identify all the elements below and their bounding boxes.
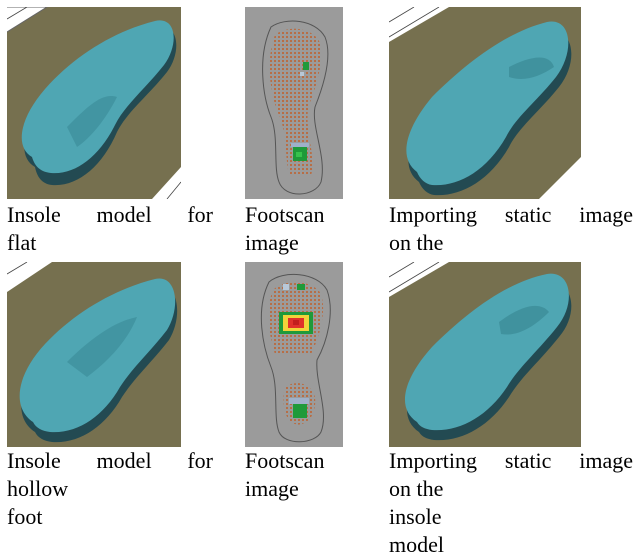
caption-line1: Insole model for <box>7 202 213 227</box>
caption-line1: Footscan <box>245 202 325 227</box>
footscan-pressure-map <box>245 7 343 199</box>
caption-line2: on the insole model <box>389 476 444 557</box>
caption-line1: Footscan <box>245 448 325 473</box>
caption-line2: image <box>245 230 299 255</box>
insole-with-scan-render <box>389 262 581 447</box>
insole-3d-render <box>7 262 181 447</box>
caption-line1: Insole model for <box>7 448 213 473</box>
caption-line2: image <box>245 476 299 501</box>
caption-line1: Importing static image <box>389 202 633 227</box>
caption-line2: hollow foot <box>7 476 69 529</box>
insole-3d-render <box>7 7 181 199</box>
insole-with-scan-render <box>389 7 581 199</box>
caption-line1: Importing static image <box>389 448 633 473</box>
footscan-pressure-map <box>245 262 343 447</box>
